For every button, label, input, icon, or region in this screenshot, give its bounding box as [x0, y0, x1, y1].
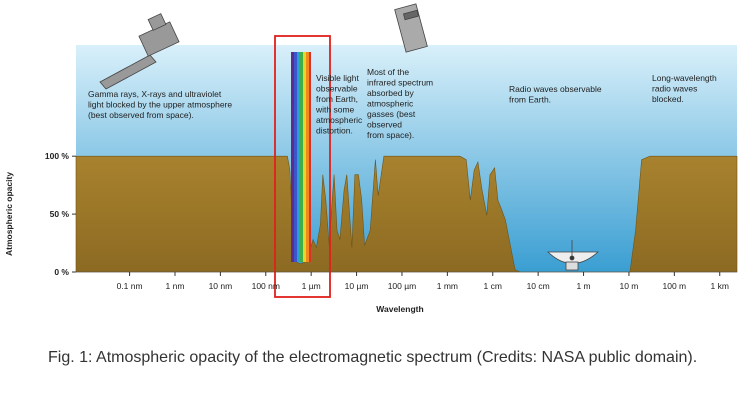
y-tick-label: 100 % — [45, 151, 70, 161]
x-tick-label: 0.1 nm — [117, 281, 143, 291]
annotation: with some — [315, 105, 355, 115]
annotation: from Earth, — [316, 94, 358, 104]
annotation: (best observed from space). — [88, 110, 194, 120]
x-tick-label: 100 nm — [252, 281, 280, 291]
x-tick-label: 1 mm — [437, 281, 458, 291]
annotation: from Earth. — [509, 95, 551, 105]
annotation: absorbed by — [367, 88, 415, 98]
annotation: atmospheric — [316, 115, 363, 125]
annotation: atmospheric — [367, 99, 414, 109]
annotation: Long-wavelength — [652, 73, 717, 83]
telescope-icon — [394, 3, 428, 53]
annotation: Most of the — [367, 67, 409, 77]
annotation: infrared spectrum — [367, 78, 433, 88]
annotation: radio waves — [652, 84, 697, 94]
caption: Fig. 1: Atmospheric opacity of the elect… — [48, 349, 698, 366]
x-tick-label: 10 nm — [209, 281, 233, 291]
x-tick-label: 100 µm — [388, 281, 417, 291]
x-tick-label: 100 m — [663, 281, 687, 291]
annotation: Gamma rays, X-rays and ultraviolet — [88, 89, 222, 99]
spectrum-stripe — [291, 52, 311, 262]
highlight-box — [274, 35, 331, 298]
satellite-icon — [99, 13, 180, 90]
opacity-area — [75, 155, 738, 273]
x-tick-label: 10 µm — [345, 281, 369, 291]
y-axis-label: Atmospheric opacity — [4, 172, 14, 256]
annotation: Visible light — [316, 73, 359, 83]
x-tick-label: 10 cm — [527, 281, 550, 291]
y-tick-label: 0 % — [54, 267, 69, 277]
annotation: from space). — [367, 130, 414, 140]
x-tick-label: 1 nm — [166, 281, 185, 291]
x-tick-label: 10 m — [619, 281, 638, 291]
x-tick-label: 1 cm — [484, 281, 502, 291]
x-tick-label: 1 µm — [302, 281, 321, 291]
annotation: gasses (best — [367, 109, 416, 119]
x-axis-label: Wavelength — [376, 304, 423, 314]
x-tick-label: 1 km — [711, 281, 729, 291]
chart: Atmospheric opacity Wavelength 0 % 50 % 10… — [4, 3, 738, 314]
annotation: blocked. — [652, 94, 684, 104]
y-tick-label: 50 % — [50, 209, 70, 219]
annotation: observed — [367, 120, 402, 130]
x-tick-label: 1 m — [576, 281, 590, 291]
annotation: observable — [316, 84, 358, 94]
annotation: distortion. — [316, 126, 353, 136]
annotation: Radio waves observable — [509, 84, 602, 94]
annotation: light blocked by the upper atmosphere — [88, 100, 232, 110]
radio-dish-icon — [547, 240, 600, 271]
